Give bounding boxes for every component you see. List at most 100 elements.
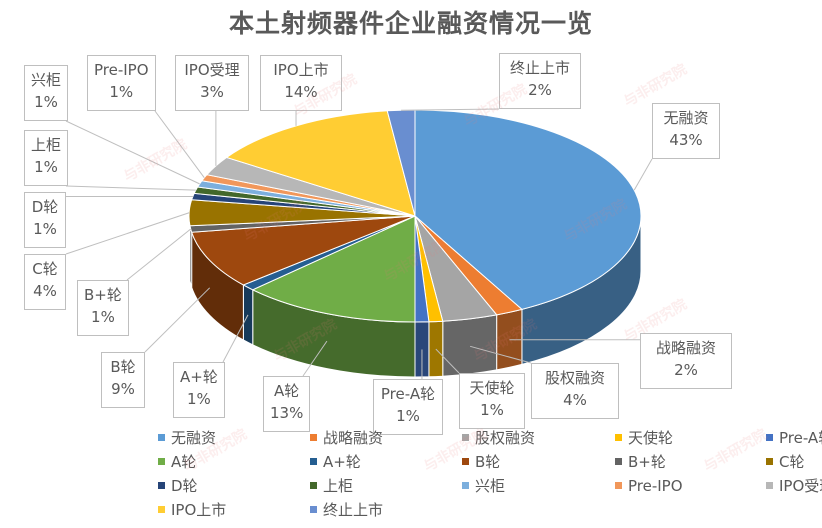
- data-label-value: 1%: [396, 407, 420, 425]
- data-label-category: D轮: [31, 198, 59, 216]
- leader-line: [222, 314, 249, 363]
- legend-swatch-icon: [766, 458, 773, 465]
- data-label-value: 2%: [674, 361, 698, 379]
- data-label-value: 1%: [34, 158, 58, 176]
- data-label-category: A轮: [274, 382, 300, 400]
- legend-item[interactable]: 战略融资: [310, 428, 383, 448]
- data-label-category: A+轮: [180, 368, 218, 386]
- data-label-category: 股权融资: [544, 369, 605, 387]
- pie-side-A+轮: [242, 284, 254, 346]
- data-label-category: Pre-IPO: [94, 61, 149, 79]
- data-label-category: IPO上市: [273, 61, 329, 79]
- legend-label: B轮: [475, 453, 501, 471]
- legend-item[interactable]: Pre-A轮: [766, 428, 822, 448]
- legend-label: D轮: [171, 477, 198, 495]
- legend-item[interactable]: 天使轮: [615, 428, 673, 448]
- data-label-value: 4%: [563, 391, 587, 409]
- data-label-value: 1%: [91, 308, 115, 326]
- leader-lines: [65, 108, 653, 379]
- data-label-value: 4%: [33, 282, 57, 300]
- legend-swatch-icon: [462, 458, 469, 465]
- data-label: 兴柜 1%: [24, 65, 69, 121]
- legend-label: Pre-IPO: [628, 477, 683, 495]
- legend-swatch-icon: [615, 434, 622, 441]
- legend-label: IPO上市: [171, 501, 227, 519]
- legend-swatch-icon: [310, 482, 317, 489]
- data-label-category: 战略融资: [655, 339, 716, 357]
- data-label-value: 14%: [284, 83, 318, 101]
- legend-swatch-icon: [615, 458, 622, 465]
- legend-swatch-icon: [310, 458, 317, 465]
- data-label: B轮 9%: [101, 352, 145, 408]
- legend-item[interactable]: 上柜: [310, 476, 353, 496]
- legend-item[interactable]: A轮: [158, 452, 196, 472]
- legend-item[interactable]: C轮: [766, 452, 804, 472]
- data-label-category: 无融资: [663, 109, 709, 127]
- data-label-category: IPO受理: [184, 61, 240, 79]
- legend-label: IPO受理: [779, 477, 822, 495]
- data-label-category: B+轮: [84, 286, 122, 304]
- data-label-value: 1%: [34, 93, 58, 111]
- legend-item[interactable]: 无融资: [158, 428, 216, 448]
- legend-item[interactable]: IPO受理: [766, 476, 822, 496]
- legend-label: A轮: [171, 453, 197, 471]
- pie-slice-无融资[interactable]: [414, 109, 642, 310]
- legend-label: 兴柜: [475, 477, 506, 495]
- data-label: Pre-A轮 1%: [373, 379, 443, 435]
- legend-item[interactable]: Pre-IPO: [615, 476, 683, 496]
- legend-swatch-icon: [158, 434, 165, 441]
- pie-side-天使轮: [428, 320, 444, 378]
- pie-slice-A轮[interactable]: [251, 215, 416, 323]
- legend-label: C轮: [779, 453, 805, 471]
- legend-swatch-icon: [310, 506, 317, 513]
- data-label: A+轮 1%: [173, 362, 225, 418]
- legend-item[interactable]: 兴柜: [462, 476, 505, 496]
- legend-item[interactable]: 股权融资: [462, 428, 535, 448]
- legend-item[interactable]: D轮: [158, 476, 198, 496]
- leader-line: [633, 158, 653, 191]
- data-label: 无融资 43%: [652, 103, 720, 159]
- data-label: IPO上市 14%: [260, 55, 342, 111]
- data-label-value: 13%: [270, 404, 304, 422]
- data-label: C轮 4%: [24, 254, 66, 310]
- legend-swatch-icon: [766, 434, 773, 441]
- data-label-value: 9%: [111, 380, 135, 398]
- legend-item[interactable]: 终止上市: [310, 500, 383, 520]
- leader-line: [126, 228, 192, 281]
- legend-label: B+轮: [628, 453, 666, 471]
- data-label: 天使轮 1%: [459, 373, 525, 429]
- legend-swatch-icon: [158, 482, 165, 489]
- data-label: A轮 13%: [263, 376, 311, 432]
- leader-line: [435, 348, 460, 374]
- legend-item[interactable]: B轮: [462, 452, 500, 472]
- data-label-category: 上柜: [31, 136, 62, 154]
- legend-item[interactable]: IPO上市: [158, 500, 226, 520]
- data-label: 终止上市 2%: [499, 53, 581, 109]
- data-label: D轮 1%: [24, 192, 66, 248]
- leader-line: [469, 345, 532, 364]
- leader-line: [65, 212, 190, 255]
- legend-swatch-icon: [462, 482, 469, 489]
- data-label-value: 1%: [33, 220, 57, 238]
- data-label: IPO受理 3%: [175, 55, 249, 111]
- data-label: 战略融资 2%: [640, 333, 732, 389]
- data-label-category: Pre-A轮: [380, 385, 436, 403]
- data-label-value: 43%: [669, 131, 703, 149]
- legend-item[interactable]: A+轮: [310, 452, 361, 472]
- legend-swatch-icon: [158, 506, 165, 513]
- legend-item[interactable]: B+轮: [615, 452, 666, 472]
- legend-label: 战略融资: [323, 429, 384, 447]
- data-label: B+轮 1%: [77, 280, 129, 336]
- legend-label: 无融资: [171, 429, 217, 447]
- chart-title: 本土射频器件企业融资情况一览: [228, 9, 593, 38]
- data-label: 上柜 1%: [24, 130, 69, 186]
- legend-label: 股权融资: [475, 429, 536, 447]
- legend-swatch-icon: [310, 434, 317, 441]
- data-label-value: 1%: [109, 83, 134, 101]
- leader-line: [154, 110, 205, 179]
- legend-label: 上柜: [323, 477, 354, 495]
- data-label-category: 兴柜: [31, 71, 62, 89]
- pie-slice-B轮[interactable]: [190, 215, 416, 286]
- leader-line: [65, 120, 200, 185]
- legend-label: Pre-A轮: [779, 429, 822, 447]
